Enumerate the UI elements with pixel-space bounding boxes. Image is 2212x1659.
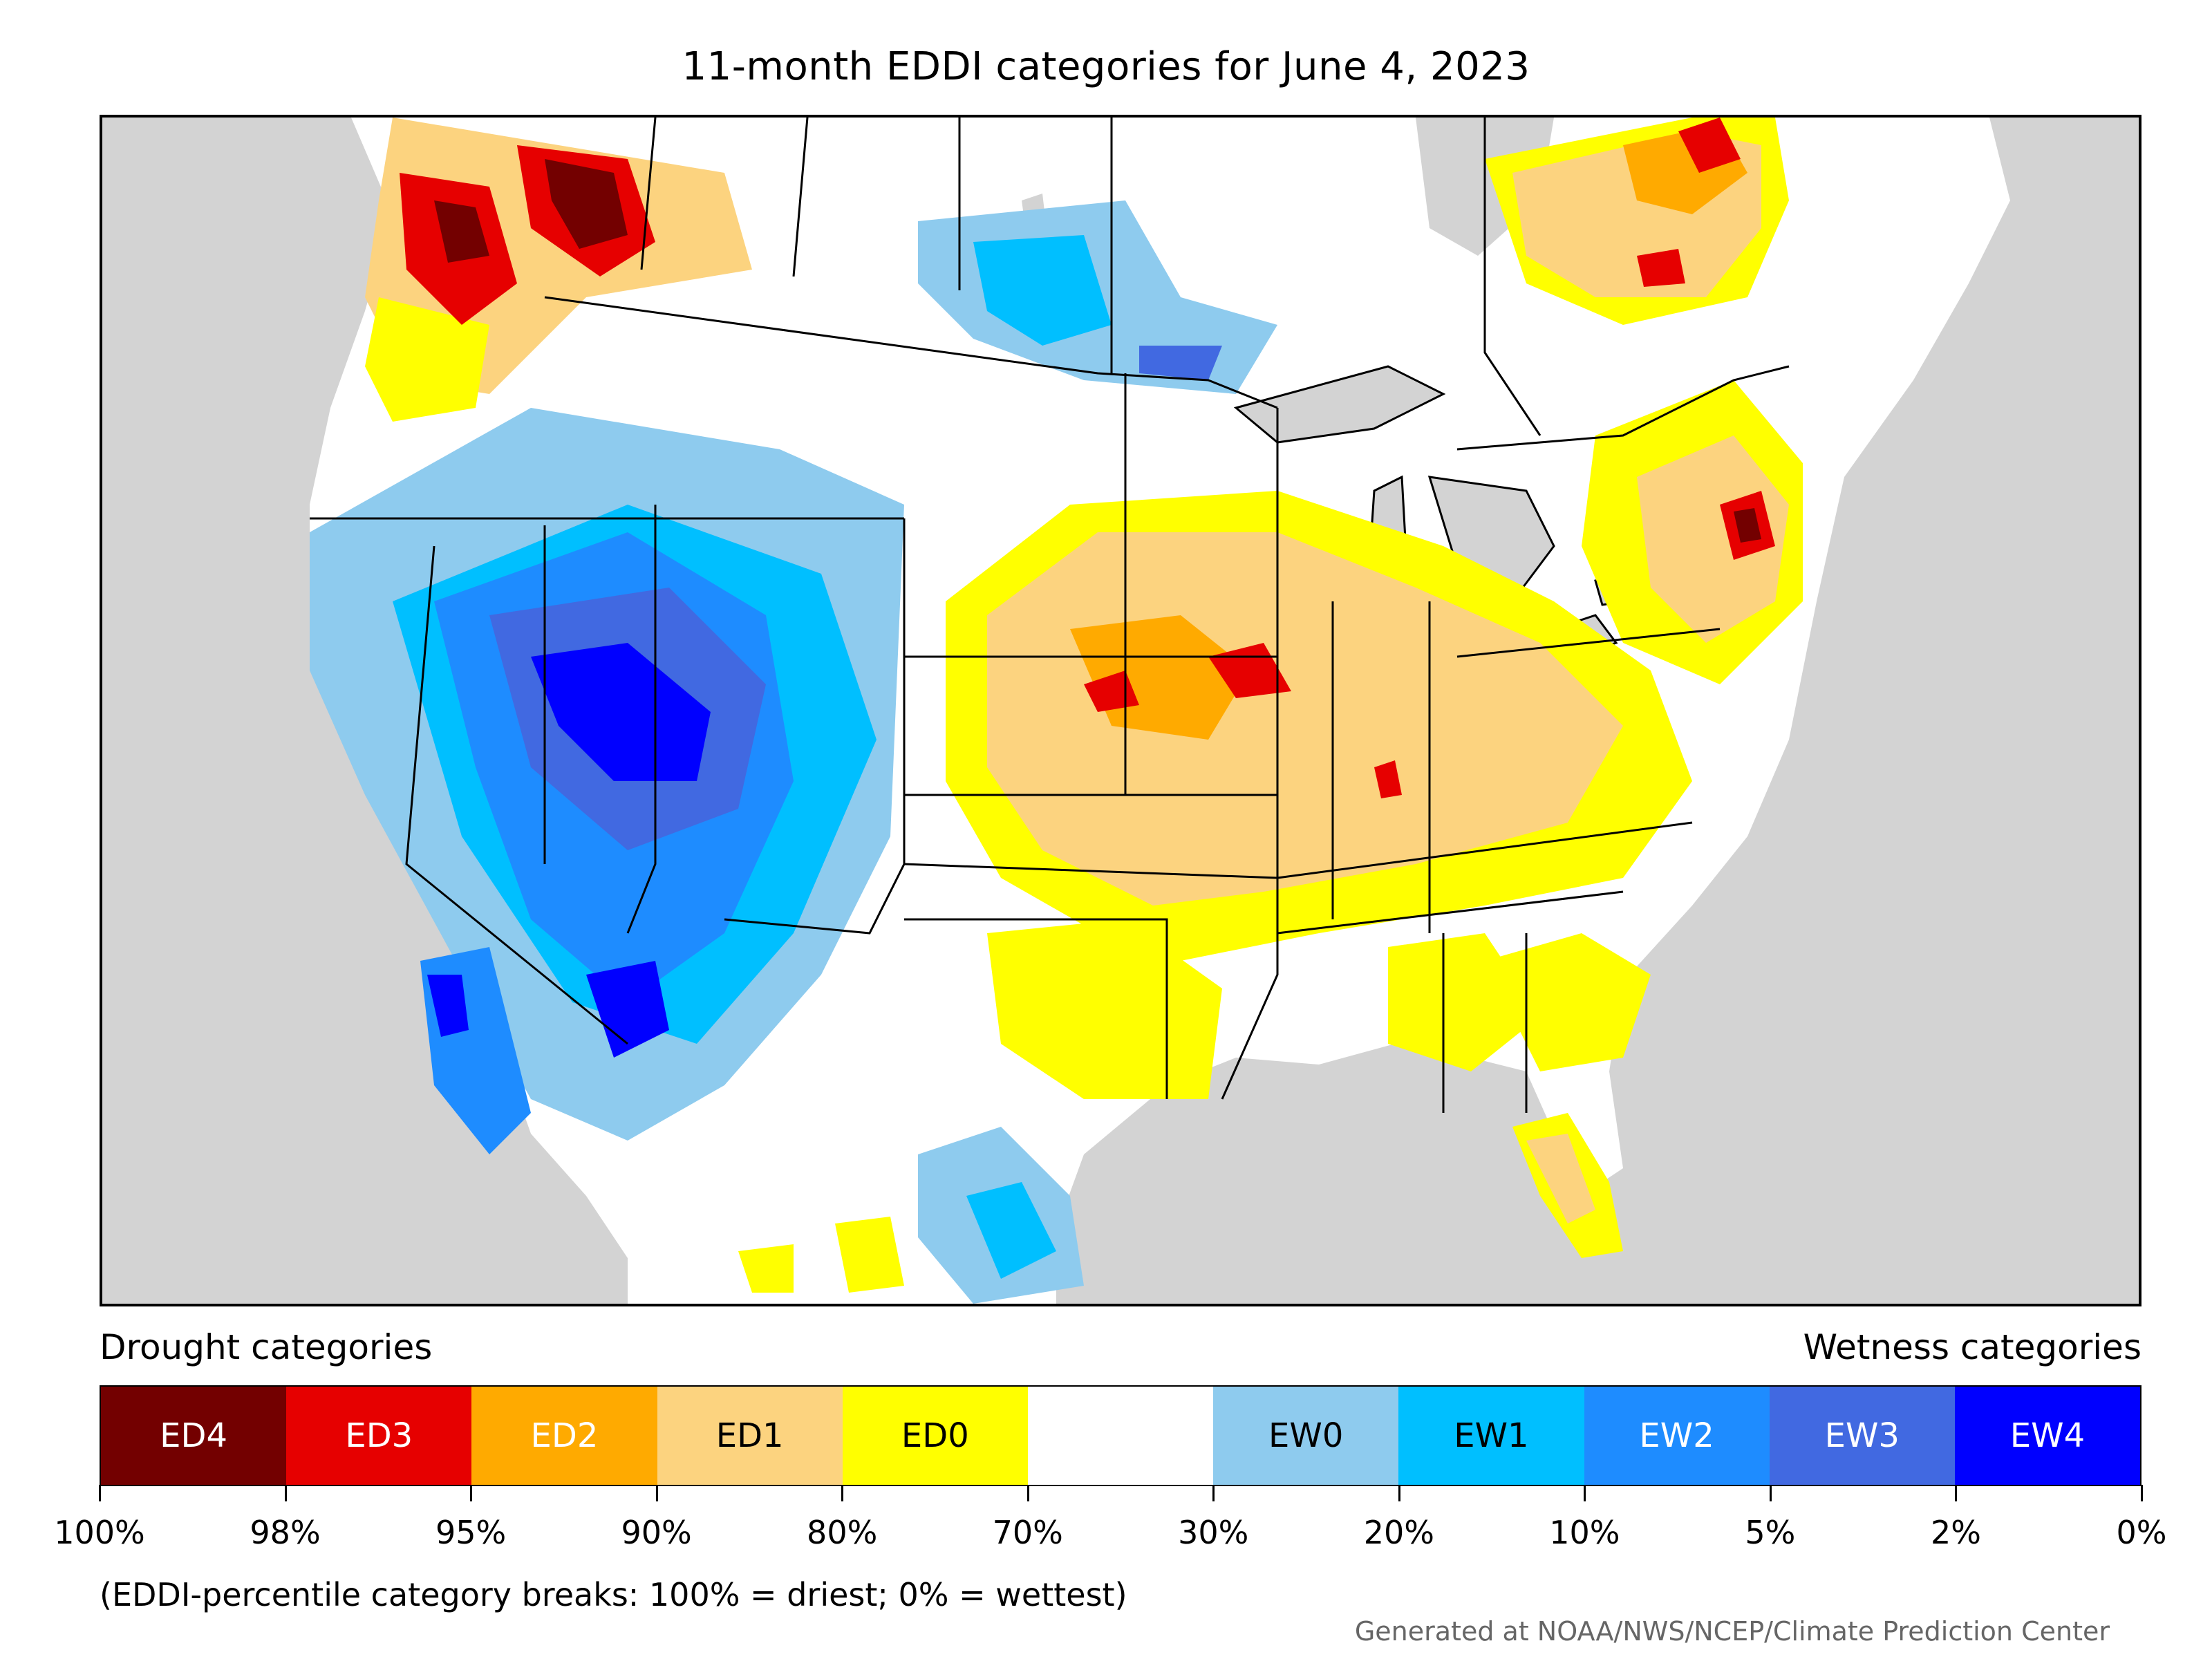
colorbar-tick-label: 98% xyxy=(250,1514,321,1551)
colorbar-cell-ed2: ED2 xyxy=(471,1387,657,1485)
colorbar-tick xyxy=(99,1485,101,1501)
category-breaks-note: (EDDI-percentile category breaks: 100% =… xyxy=(100,1576,1127,1613)
colorbar-tick-labels: 100% 98% 95% 90% 80% 70% 30% 20% 10% 5% 2% 0% xyxy=(54,1514,2166,1555)
colorbar-tick-label: 95% xyxy=(435,1514,507,1551)
colorbar-cell-ew0: EW0 xyxy=(1213,1387,1399,1485)
colorbar-tick xyxy=(284,1485,287,1501)
category-colorbar: ED4 ED3 ED2 ED1 ED0 EW0 EW1 EW2 EW3 EW4 xyxy=(100,1385,2141,1486)
colorbar-tick xyxy=(1584,1485,1586,1501)
colorbar-cell-ew2: EW2 xyxy=(1584,1387,1770,1485)
colorbar-tick xyxy=(841,1485,844,1501)
colorbar-cell-ed1: ED1 xyxy=(657,1387,843,1485)
colorbar-tick xyxy=(1027,1485,1029,1501)
credit-line: Generated at NOAA/NWS/NCEP/Climate Predi… xyxy=(1354,1616,2110,1647)
colorbar-tick-label: 30% xyxy=(1178,1514,1249,1551)
colorbar-tick-label: 100% xyxy=(54,1514,145,1551)
colorbar-tick xyxy=(470,1485,473,1501)
colorbar-tick-label: 10% xyxy=(1549,1514,1620,1551)
drought-categories-heading: Drought categories xyxy=(100,1327,433,1367)
colorbar-cell-ew4: EW4 xyxy=(1954,1387,2141,1485)
wetness-categories-heading: Wetness categories xyxy=(1803,1327,2141,1367)
colorbar-tick xyxy=(1212,1485,1215,1501)
colorbar-cell-ed4: ED4 xyxy=(101,1387,287,1485)
map-title: 11-month EDDI categories for June 4, 202… xyxy=(682,44,1530,89)
colorbar-tick-label: 80% xyxy=(807,1514,878,1551)
colorbar-tick xyxy=(1398,1485,1400,1501)
boundary-lines xyxy=(310,118,1790,1113)
colorbar-cell-ed0: ED0 xyxy=(842,1387,1028,1485)
colorbar-cell-ew3: EW3 xyxy=(1769,1387,1955,1485)
colorbar-cell-ew1: EW1 xyxy=(1398,1387,1584,1485)
colorbar-tick xyxy=(655,1485,658,1501)
colorbar-tick-label: 5% xyxy=(1745,1514,1796,1551)
colorbar-tick-label: 0% xyxy=(2116,1514,2167,1551)
colorbar-cell-neutral xyxy=(1027,1387,1214,1485)
eddi-map xyxy=(100,115,2141,1306)
colorbar-tick-label: 70% xyxy=(992,1514,1063,1551)
colorbar-tick-label: 90% xyxy=(621,1514,692,1551)
category-areas xyxy=(310,118,1803,1304)
colorbar-tick xyxy=(1769,1485,1772,1501)
colorbar-cell-ed3: ED3 xyxy=(286,1387,472,1485)
colorbar-ticks xyxy=(99,1485,2143,1506)
colorbar-tick-label: 20% xyxy=(1363,1514,1434,1551)
colorbar-tick xyxy=(1955,1485,1958,1501)
colorbar-tick-label: 2% xyxy=(1930,1514,1981,1551)
colorbar-tick xyxy=(2141,1485,2143,1501)
